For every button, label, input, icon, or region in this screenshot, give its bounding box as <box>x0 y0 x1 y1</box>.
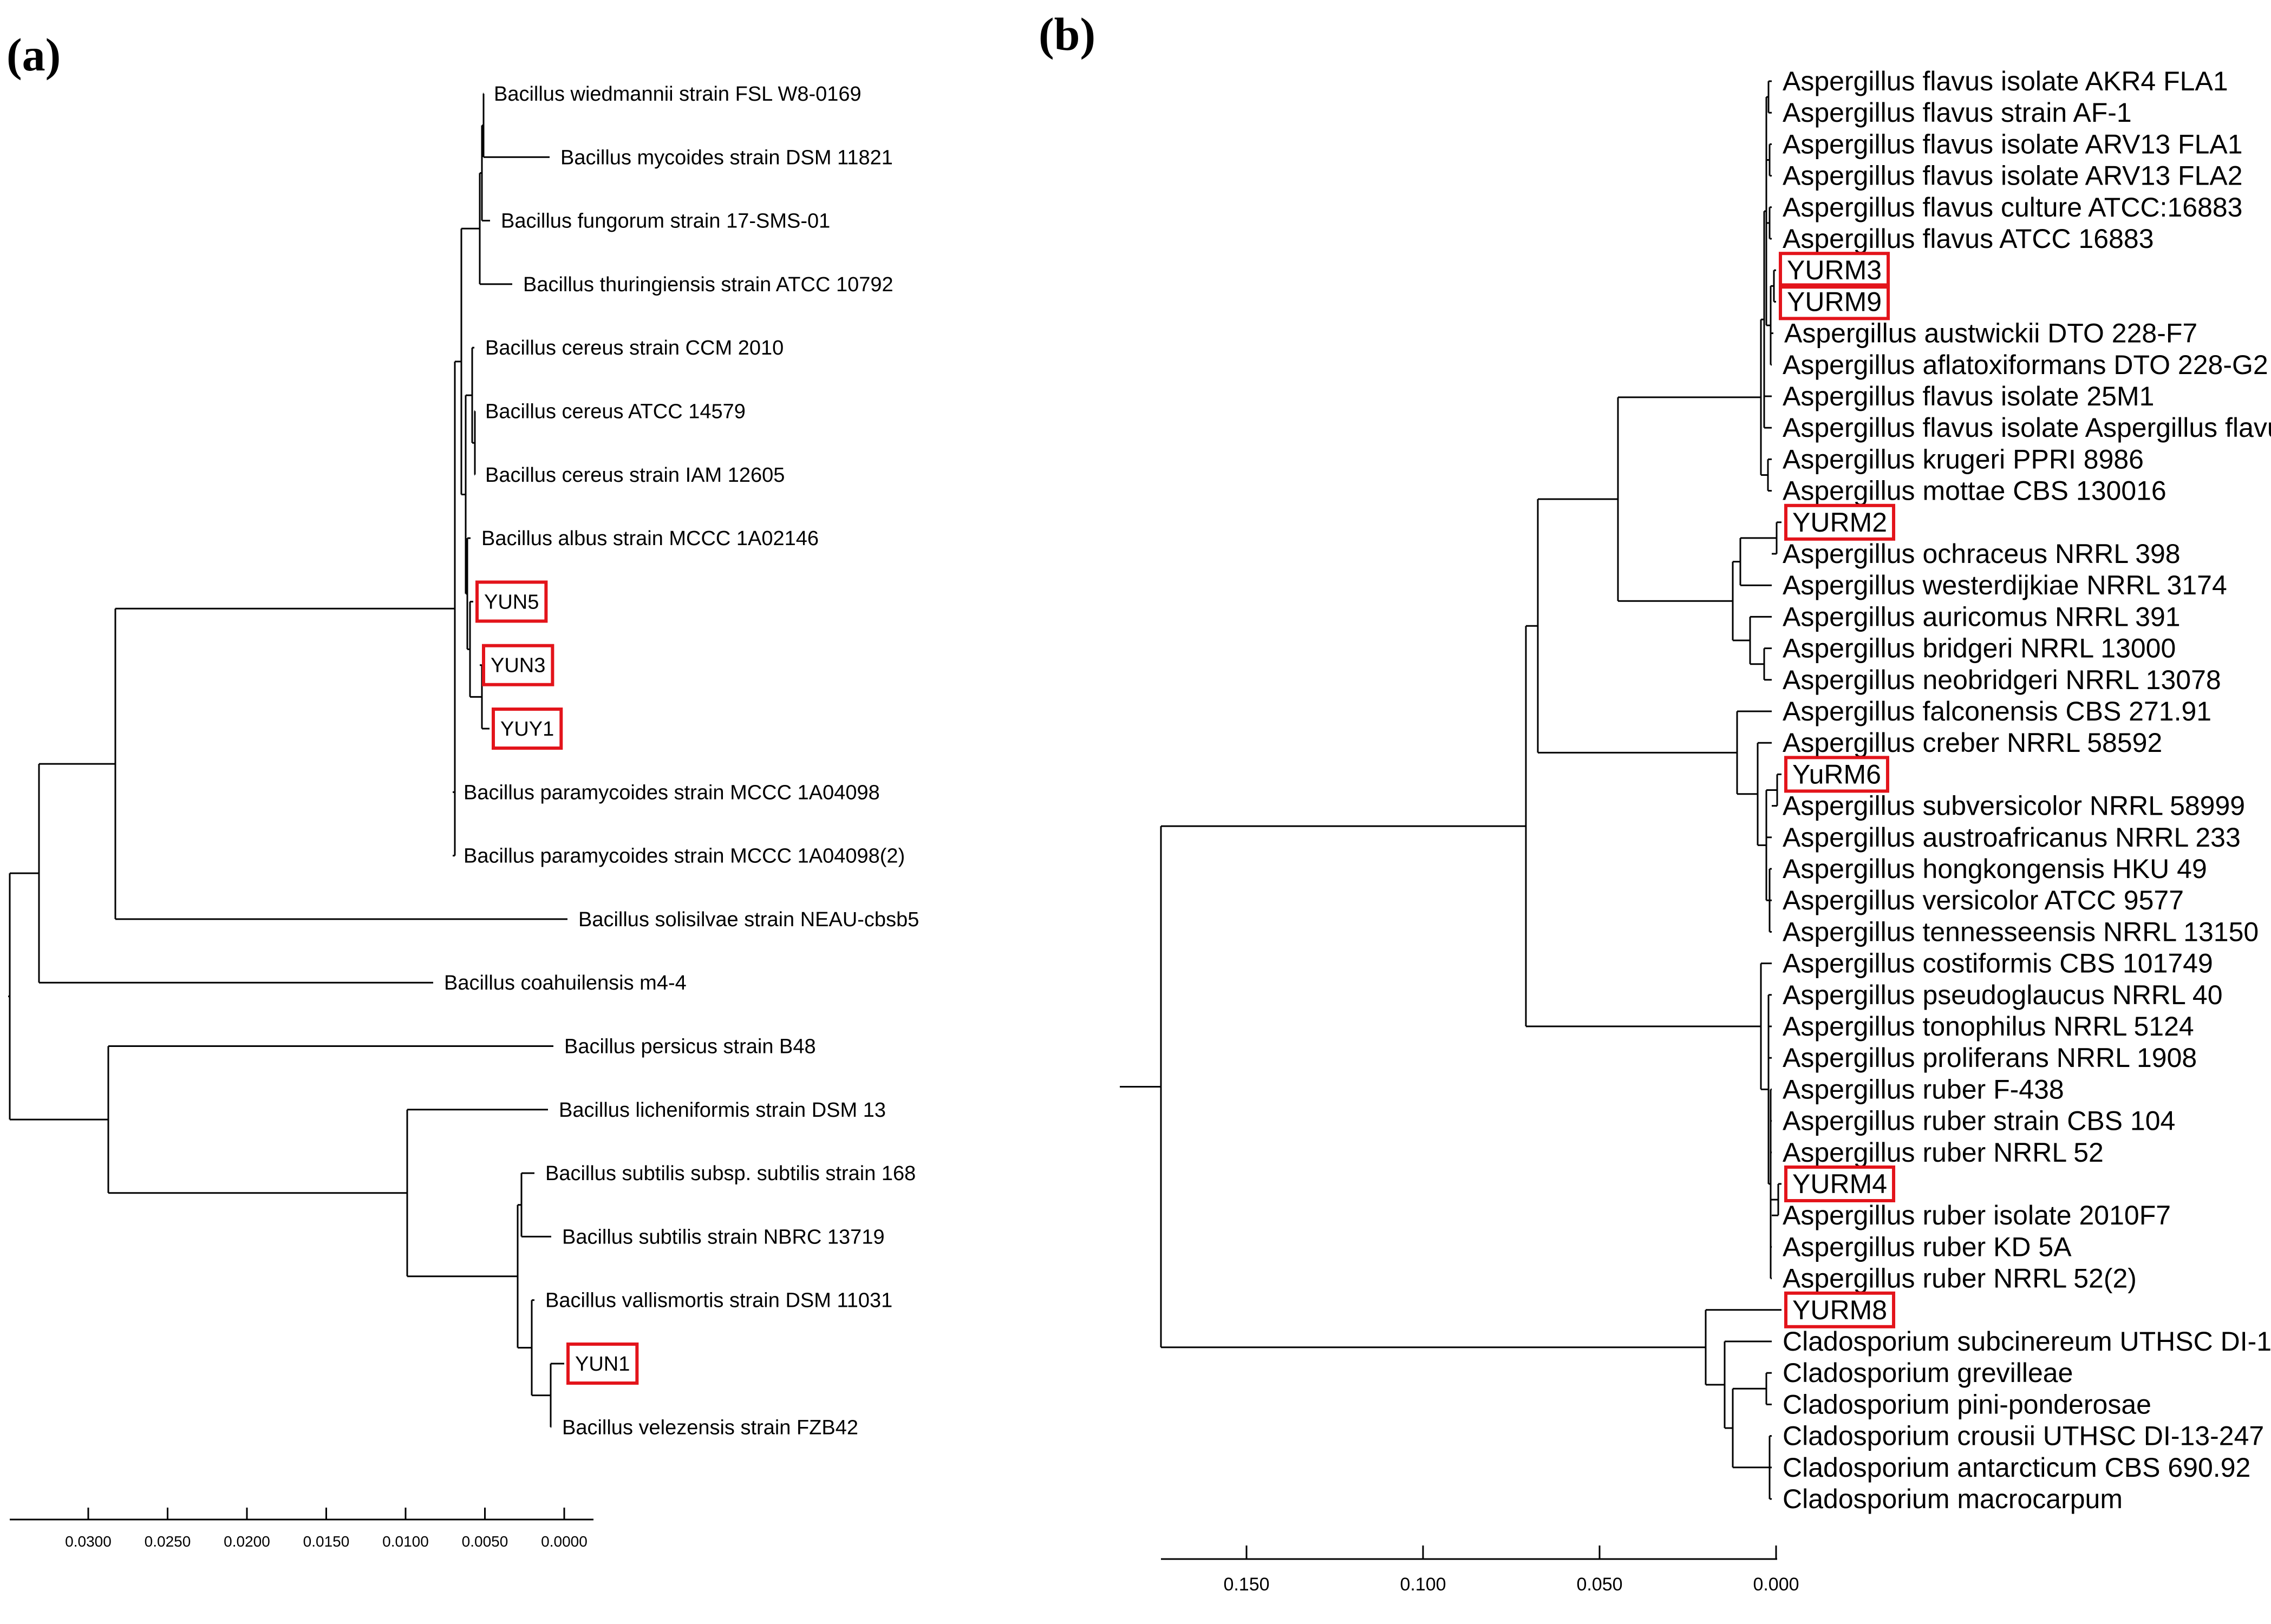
taxon-label: Aspergillus ruber strain CBS 104 <box>1783 1106 2175 1136</box>
taxon-label: Aspergillus tonophilus NRRL 5124 <box>1783 1011 2194 1042</box>
scale-tick-label: 0.0250 <box>145 1533 191 1550</box>
taxon-label: Aspergillus versicolor ATCC 9577 <box>1783 885 2184 915</box>
isolate-highlight-box <box>1784 756 1889 793</box>
taxon-label: Bacillus fungorum strain 17-SMS-01 <box>501 210 830 233</box>
isolate-label: YURM8 <box>1792 1295 1887 1325</box>
taxon-label: Bacillus velezensis strain FZB42 <box>562 1416 858 1439</box>
scale-tick-label: 0.0200 <box>224 1533 270 1550</box>
taxon-label: Bacillus cereus strain IAM 12605 <box>485 464 785 487</box>
taxon-label: Bacillus paramycoides strain MCCC 1A0409… <box>464 781 880 804</box>
isolate-highlight-box <box>475 580 548 623</box>
taxon-label: Aspergillus pseudoglaucus NRRL 40 <box>1783 980 2223 1010</box>
isolate-label: YUN1 <box>575 1353 630 1376</box>
taxon-label: Bacillus vallismortis strain DSM 11031 <box>545 1289 892 1312</box>
taxon-label: Aspergillus flavus isolate 25M1 <box>1783 381 2154 411</box>
taxon-label: Aspergillus proliferans NRRL 1908 <box>1783 1043 2197 1073</box>
isolate-highlight-box <box>492 708 563 750</box>
taxon-label: Bacillus paramycoides strain MCCC 1A0409… <box>464 845 905 868</box>
taxon-label: Aspergillus flavus ATCC 16883 <box>1783 224 2154 254</box>
taxon-label: Bacillus wiedmannii strain FSL W8-0169 <box>494 83 862 106</box>
isolate-highlight-box <box>1779 283 1890 320</box>
scale-tick-label: 0.0150 <box>303 1533 350 1550</box>
isolate-label: YURM3 <box>1787 255 1882 285</box>
taxon-label: Aspergillus subversicolor NRRL 58999 <box>1783 791 2245 821</box>
taxon-label: Aspergillus creber NRRL 58592 <box>1783 728 2162 758</box>
taxon-label: Aspergillus neobridgeri NRRL 13078 <box>1783 665 2221 695</box>
taxon-label: Aspergillus flavus culture ATCC:16883 <box>1783 192 2243 222</box>
isolate-highlight-box <box>482 644 554 686</box>
taxon-label: Aspergillus bridgeri NRRL 13000 <box>1783 633 2176 664</box>
isolate-label: YuRM6 <box>1792 759 1881 789</box>
taxon-label: Aspergillus flavus isolate ARV13 FLA2 <box>1783 161 2243 191</box>
isolate-label: YUN3 <box>491 654 545 677</box>
taxon-label: Aspergillus costiformis CBS 101749 <box>1783 948 2213 979</box>
isolate-highlight-box <box>1779 252 1890 289</box>
taxon-label: Aspergillus westerdijkiae NRRL 3174 <box>1783 570 2227 600</box>
taxon-label: Aspergillus falconensis CBS 271.91 <box>1783 696 2211 726</box>
taxon-label: Aspergillus flavus strain AF-1 <box>1783 97 2132 128</box>
scale-tick-label: 0.100 <box>1400 1574 1446 1595</box>
taxon-label: Aspergillus krugeri PPRI 8986 <box>1783 444 2144 474</box>
taxon-label: Aspergillus aflatoxiformans DTO 228-G2 <box>1783 350 2268 380</box>
taxon-label: Aspergillus mottae CBS 130016 <box>1783 476 2166 506</box>
taxon-label: Bacillus coahuilensis m4-4 <box>444 972 687 994</box>
taxon-label: Cladosporium grevilleae <box>1783 1358 2073 1388</box>
taxon-label: Bacillus cereus ATCC 14579 <box>485 401 746 423</box>
taxon-label: Aspergillus flavus isolate ARV13 FLA1 <box>1783 129 2243 159</box>
scale-tick-label: 0.0000 <box>541 1533 588 1550</box>
taxon-label: Bacillus cereus strain CCM 2010 <box>485 337 784 359</box>
taxon-label: Aspergillus ruber NRRL 52 <box>1783 1137 2104 1168</box>
taxon-label: Bacillus subtilis subsp. subtilis strain… <box>545 1162 916 1185</box>
isolate-label: YUN5 <box>484 591 539 613</box>
taxon-label: Bacillus albus strain MCCC 1A02146 <box>481 527 819 550</box>
taxon-label: Aspergillus auricomus NRRL 391 <box>1783 601 2181 632</box>
isolate-label: YURM9 <box>1787 286 1882 317</box>
scale-tick-label: 0.0300 <box>65 1533 112 1550</box>
taxon-label: Bacillus persicus strain B48 <box>564 1036 816 1058</box>
taxon-label: Cladosporium macrocarpum <box>1783 1484 2123 1514</box>
isolate-label: YURM2 <box>1792 507 1887 538</box>
tree-panel-b: Aspergillus flavus isolate AKR4 FLA1Aspe… <box>1120 66 2271 1595</box>
taxon-label: Aspergillus tennesseensis NRRL 13150 <box>1783 916 2259 947</box>
taxon-label: Aspergillus hongkongensis HKU 49 <box>1783 854 2207 884</box>
scale-tick-label: 0.0100 <box>382 1533 429 1550</box>
taxon-label: Aspergillus austroafricanus NRRL 233 <box>1783 822 2241 853</box>
taxon-label: Cladosporium crousii UTHSC DI-13-247 <box>1783 1421 2264 1451</box>
tree-panel-a: Bacillus wiedmannii strain FSL W8-0169 Ba… <box>8 83 919 1550</box>
scale-tick-label: 0.0050 <box>462 1533 508 1550</box>
taxon-label: Bacillus thuringiensis strain ATCC 10792 <box>523 273 893 296</box>
taxon-label: Cladosporium antarcticum CBS 690.92 <box>1783 1452 2250 1483</box>
panel-a-label: (a) <box>6 29 61 81</box>
taxon-label: Cladosporium subcinereum UTHSC DI-13-257 <box>1783 1326 2271 1357</box>
taxon-label: Aspergillus ruber F-438 <box>1783 1074 2064 1104</box>
taxon-label: Cladosporium pini-ponderosae <box>1783 1389 2151 1419</box>
taxon-label: Bacillus mycoides strain DSM 11821 <box>560 146 893 169</box>
taxon-label: Aspergillus flavus isolate AKR4 FLA1 <box>1783 66 2228 96</box>
taxon-label: Aspergillus ochraceus NRRL 398 <box>1783 539 2181 569</box>
taxon-label: Aspergillus ruber NRRL 52(2) <box>1783 1263 2137 1294</box>
taxon-label: Aspergillus ruber KD 5A <box>1783 1232 2072 1262</box>
isolate-label: YUY1 <box>500 718 554 741</box>
taxon-label: Aspergillus austwickii DTO 228-F7 <box>1784 318 2197 349</box>
isolate-highlight-box <box>1784 503 1896 541</box>
isolate-label: YURM4 <box>1792 1169 1887 1199</box>
isolate-highlight-box <box>1784 1165 1896 1202</box>
taxon-label: Aspergillus ruber isolate 2010F7 <box>1783 1200 2171 1230</box>
scale-tick-label: 0.050 <box>1576 1574 1622 1595</box>
taxon-label: Bacillus subtilis strain NBRC 13719 <box>562 1226 885 1248</box>
taxon-label: Aspergillus flavus isolate Aspergillus f… <box>1783 412 2271 443</box>
taxon-label: Bacillus solisilvae strain NEAU-cbsb5 <box>578 908 919 931</box>
taxon-label: Bacillus licheniformis strain DSM 13 <box>559 1099 886 1122</box>
isolate-highlight-box <box>1784 1291 1896 1328</box>
panel-b-label: (b) <box>1039 8 1095 60</box>
scale-tick-label: 0.150 <box>1223 1574 1269 1595</box>
isolate-highlight-box <box>566 1343 639 1385</box>
scale-tick-label: 0.000 <box>1753 1574 1799 1595</box>
